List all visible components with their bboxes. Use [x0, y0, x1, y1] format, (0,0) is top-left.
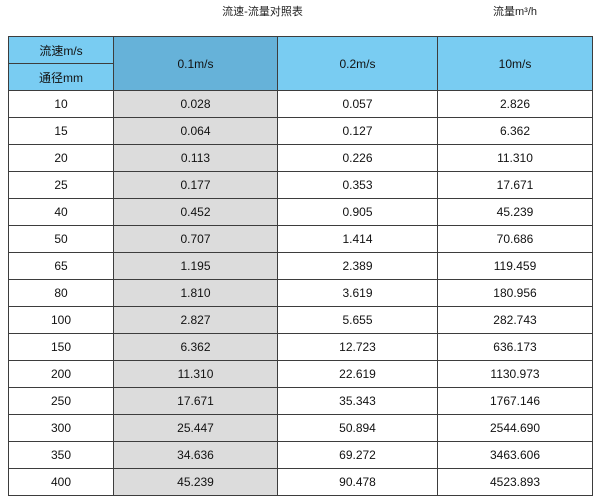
table-row: 200 11.310 22.619 1130.973 — [8, 360, 593, 388]
cell-flow-10: 6.362 — [437, 117, 593, 145]
cell-flow-0.2: 69.272 — [277, 441, 438, 469]
header-velocity-0.2: 0.2m/s — [277, 36, 438, 91]
cell-dn: 15 — [8, 117, 114, 145]
cell-flow-0.1: 11.310 — [113, 360, 278, 388]
cell-dn: 400 — [8, 468, 114, 496]
table-row: 400 45.239 90.478 4523.893 — [8, 468, 593, 496]
header-row-bottom: 通径mm — [8, 63, 593, 91]
cell-flow-0.1: 45.239 — [113, 468, 278, 496]
cell-flow-0.1: 1.195 — [113, 252, 278, 280]
cell-flow-10: 11.310 — [437, 144, 593, 172]
table-row: 50 0.707 1.414 70.686 — [8, 225, 593, 253]
cell-dn: 100 — [8, 306, 114, 334]
page-title: 流速-流量对照表 — [222, 6, 303, 18]
table-row: 15 0.064 0.127 6.362 — [8, 117, 593, 145]
cell-flow-0.2: 0.127 — [277, 117, 438, 145]
table-body: 流速m/s 0.1m/s 0.2m/s 10m/s 通径mm 10 0.028 … — [8, 36, 593, 496]
flow-unit-label: 流量m³/h — [493, 6, 537, 18]
cell-flow-10: 1130.973 — [437, 360, 593, 388]
cell-flow-0.2: 0.057 — [277, 90, 438, 118]
table-row: 250 17.671 35.343 1767.146 — [8, 387, 593, 415]
table-row: 300 25.447 50.894 2544.690 — [8, 414, 593, 442]
cell-dn: 40 — [8, 198, 114, 226]
cell-dn: 200 — [8, 360, 114, 388]
cell-flow-0.1: 0.707 — [113, 225, 278, 253]
cell-flow-0.2: 3.619 — [277, 279, 438, 307]
cell-flow-0.2: 0.353 — [277, 171, 438, 199]
cell-flow-0.2: 12.723 — [277, 333, 438, 361]
cell-flow-10: 45.239 — [437, 198, 593, 226]
cell-flow-0.2: 2.389 — [277, 252, 438, 280]
cell-flow-10: 1767.146 — [437, 387, 593, 415]
cell-flow-0.2: 0.905 — [277, 198, 438, 226]
header-velocity-label: 流速m/s — [8, 36, 114, 64]
table-row: 150 6.362 12.723 636.173 — [8, 333, 593, 361]
table-row: 10 0.028 0.057 2.826 — [8, 90, 593, 118]
cell-flow-0.1: 17.671 — [113, 387, 278, 415]
header-diameter-label: 通径mm — [8, 63, 114, 91]
cell-flow-10: 2544.690 — [437, 414, 593, 442]
table-row: 40 0.452 0.905 45.239 — [8, 198, 593, 226]
cell-flow-0.1: 34.636 — [113, 441, 278, 469]
cell-flow-0.2: 5.655 — [277, 306, 438, 334]
flow-rate-table: 流速m/s 0.1m/s 0.2m/s 10m/s 通径mm 10 0.028 … — [8, 36, 593, 496]
table-row: 25 0.177 0.353 17.671 — [8, 171, 593, 199]
cell-flow-0.2: 0.226 — [277, 144, 438, 172]
cell-dn: 300 — [8, 414, 114, 442]
cell-flow-0.1: 0.064 — [113, 117, 278, 145]
cell-flow-10: 636.173 — [437, 333, 593, 361]
cell-dn: 65 — [8, 252, 114, 280]
cell-flow-0.1: 0.113 — [113, 144, 278, 172]
cell-flow-0.2: 35.343 — [277, 387, 438, 415]
cell-flow-0.2: 90.478 — [277, 468, 438, 496]
cell-flow-0.1: 2.827 — [113, 306, 278, 334]
table-row: 80 1.810 3.619 180.956 — [8, 279, 593, 307]
cell-dn: 350 — [8, 441, 114, 469]
cell-dn: 250 — [8, 387, 114, 415]
table-row: 65 1.195 2.389 119.459 — [8, 252, 593, 280]
cell-dn: 10 — [8, 90, 114, 118]
cell-flow-10: 70.686 — [437, 225, 593, 253]
table-row: 350 34.636 69.272 3463.606 — [8, 441, 593, 469]
cell-flow-0.2: 22.619 — [277, 360, 438, 388]
cell-flow-10: 4523.893 — [437, 468, 593, 496]
cell-flow-0.1: 1.810 — [113, 279, 278, 307]
header-velocity-10: 10m/s — [437, 36, 593, 91]
cell-flow-10: 119.459 — [437, 252, 593, 280]
cell-flow-0.2: 1.414 — [277, 225, 438, 253]
cell-flow-0.1: 0.177 — [113, 171, 278, 199]
flow-rate-table-container: 流速m/s 0.1m/s 0.2m/s 10m/s 通径mm 10 0.028 … — [8, 36, 593, 496]
cell-flow-10: 180.956 — [437, 279, 593, 307]
cell-dn: 25 — [8, 171, 114, 199]
cell-dn: 50 — [8, 225, 114, 253]
cell-flow-0.1: 0.452 — [113, 198, 278, 226]
cell-flow-10: 17.671 — [437, 171, 593, 199]
header-row-top: 流速m/s 0.1m/s 0.2m/s 10m/s — [8, 36, 593, 91]
table-row: 100 2.827 5.655 282.743 — [8, 306, 593, 334]
cell-dn: 80 — [8, 279, 114, 307]
cell-flow-0.1: 0.028 — [113, 90, 278, 118]
cell-dn: 20 — [8, 144, 114, 172]
cell-flow-0.2: 50.894 — [277, 414, 438, 442]
cell-flow-0.1: 6.362 — [113, 333, 278, 361]
header-velocity-0.1: 0.1m/s — [113, 36, 278, 91]
cell-flow-10: 282.743 — [437, 306, 593, 334]
cell-flow-0.1: 25.447 — [113, 414, 278, 442]
cell-dn: 150 — [8, 333, 114, 361]
cell-flow-10: 3463.606 — [437, 441, 593, 469]
cell-flow-10: 2.826 — [437, 90, 593, 118]
table-row: 20 0.113 0.226 11.310 — [8, 144, 593, 172]
title-bar: 流速-流量对照表 流量m³/h — [0, 0, 600, 32]
